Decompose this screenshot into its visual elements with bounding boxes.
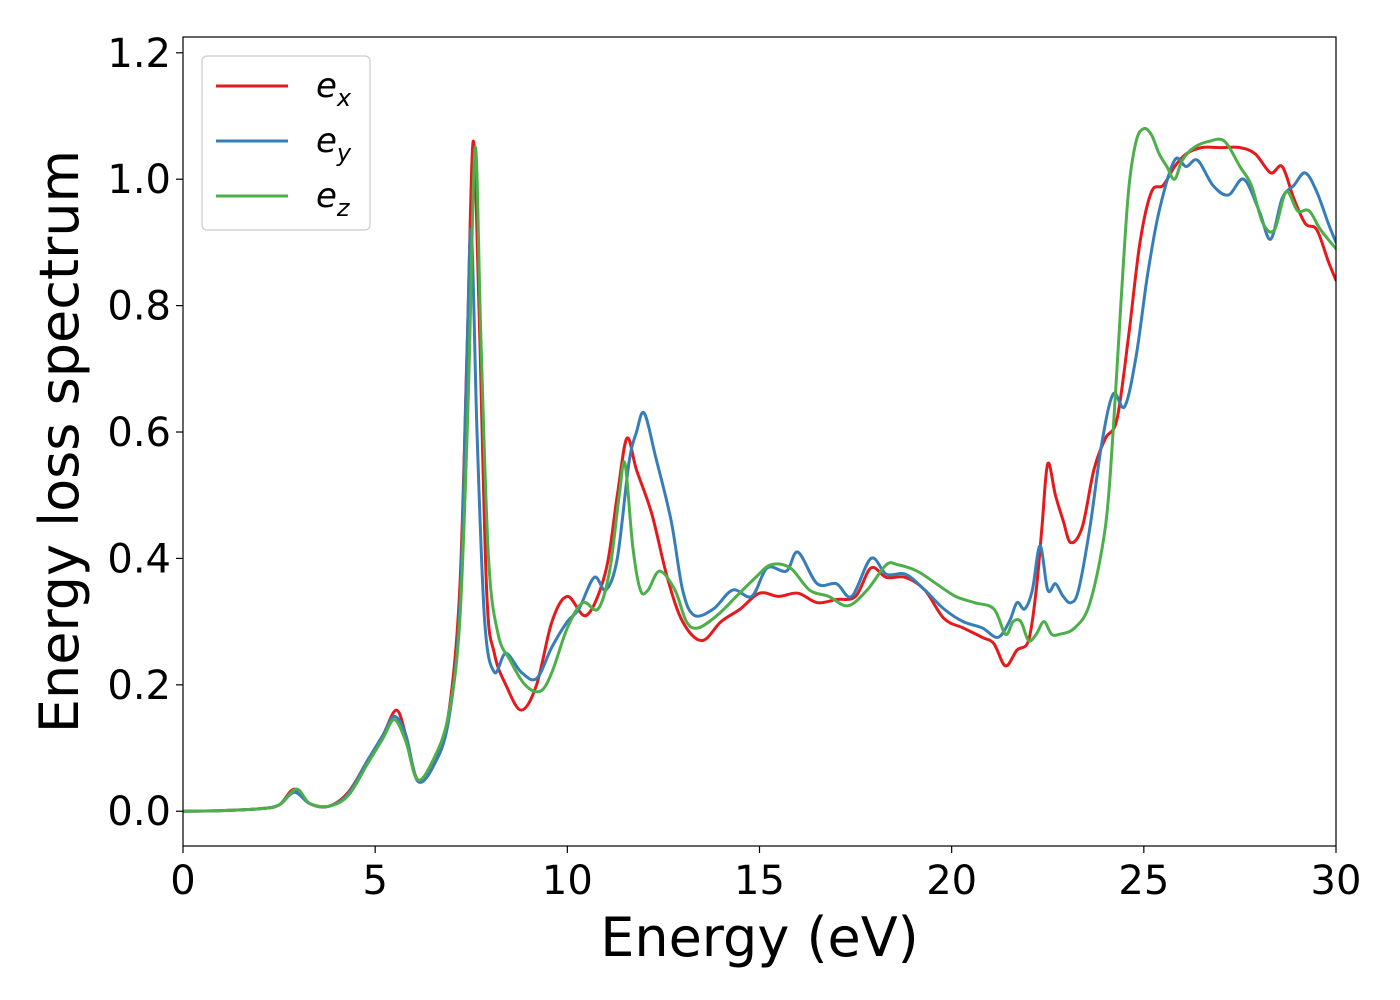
y-tick-label: 0.6 [107,410,171,456]
x-tick-label: 0 [170,858,195,904]
y-axis-label: Energy loss spectrum [28,150,91,733]
series-layer [183,126,1336,813]
y-tick-label: 0.4 [107,536,171,582]
legend-entry-z: ez [316,176,351,222]
x-axis-label: Energy (eV) [600,906,919,969]
y-tick-label: 0.0 [107,789,171,835]
x-axis: 0 5 10 15 20 25 30 [170,846,1361,904]
x-tick-label: 25 [1118,858,1169,904]
x-tick-label: 30 [1311,858,1362,904]
plot-background [183,37,1336,846]
y-axis: 0.0 0.2 0.4 0.6 0.8 1.0 1.2 [107,31,183,835]
y-tick-label: 1.2 [107,31,171,77]
legend-box [201,55,371,231]
y-tick-label: 1.0 [107,157,171,203]
legend: ex ey ez [201,55,371,231]
legend-entry-y: ey [316,121,352,167]
x-tick-label: 15 [734,858,785,904]
y-tick-label: 0.8 [107,284,171,330]
y-tick-label: 0.2 [107,663,171,709]
x-tick-label: 20 [926,858,977,904]
plot-area [183,37,1336,846]
series-line-e-z [183,126,1336,813]
x-tick-label: 5 [362,858,387,904]
x-tick-label: 10 [542,858,593,904]
legend-entry-x: ex [316,66,352,112]
